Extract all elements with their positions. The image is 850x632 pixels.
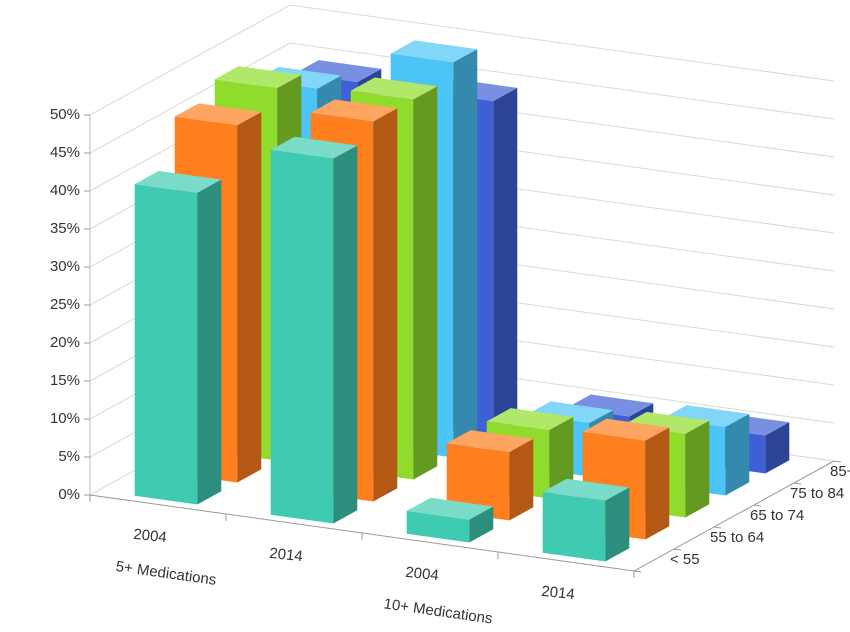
y-tick-label: 0%: [58, 486, 80, 503]
bar-top: [134, 170, 222, 193]
bar-side: [509, 438, 534, 521]
depth-tick: [793, 482, 802, 485]
depth-label: 55 to 64: [710, 529, 764, 546]
bar-front: [406, 510, 470, 543]
bar-side: [413, 86, 438, 480]
depth-tick: [833, 460, 842, 463]
depth-tick: [753, 504, 762, 507]
bar-top: [214, 66, 302, 89]
y-tick-label: 50%: [50, 106, 80, 123]
bar-top: [582, 418, 670, 441]
y-tick-label: 25%: [50, 296, 80, 313]
bar-side: [605, 487, 630, 562]
bar-top: [526, 401, 614, 424]
x-tick-label: 2014: [541, 583, 576, 603]
y-tick-label: 35%: [50, 220, 80, 237]
depth-label: 85+: [830, 463, 850, 480]
x-tick-label: 2004: [405, 564, 440, 584]
bar-top: [270, 136, 358, 159]
bar-top: [174, 103, 262, 126]
depth-tick: [713, 526, 722, 529]
depth-axis: [633, 460, 835, 572]
depth-tick: [633, 570, 642, 573]
bar-side: [237, 112, 262, 483]
depth-tick: [673, 548, 682, 551]
bar-top: [390, 40, 478, 63]
x-tick-label: 2014: [269, 545, 304, 565]
x-group-label: 10+ Medications: [383, 595, 494, 627]
y-tick-label: 5%: [58, 448, 80, 465]
bar-top: [406, 497, 494, 520]
bar: [406, 497, 494, 543]
bar-front: [542, 491, 606, 562]
bar-side: [493, 87, 518, 436]
bar-front: [134, 184, 198, 505]
bar-side: [453, 49, 478, 458]
bar-side: [469, 506, 494, 543]
bar-top: [566, 394, 654, 417]
depth-label: 65 to 74: [750, 507, 804, 524]
bar-front: [446, 443, 510, 521]
bar-top: [486, 408, 574, 431]
bar-side: [333, 145, 358, 524]
bar-front: [270, 149, 334, 524]
y-tick-label: 20%: [50, 334, 80, 351]
y-tick-label: 10%: [50, 410, 80, 427]
bar-side: [549, 416, 574, 499]
y-tick-label: 45%: [50, 144, 80, 161]
bar-top: [622, 411, 710, 434]
bar-side: [645, 427, 670, 540]
y-tick-label: 40%: [50, 182, 80, 199]
bar-top: [446, 430, 534, 453]
bar-side: [685, 420, 710, 518]
bar-side: [725, 413, 750, 496]
bar-top: [350, 77, 438, 100]
bar-side: [765, 422, 790, 474]
bar: [542, 478, 630, 562]
bar: [134, 170, 222, 505]
bar-side: [197, 179, 222, 505]
bar: [446, 430, 534, 521]
bar-top: [542, 478, 630, 501]
depth-label: 75 to 84: [790, 485, 844, 502]
y-tick-label: 15%: [50, 372, 80, 389]
bar-top: [294, 60, 382, 83]
x-group-label: 5+ Medications: [115, 558, 218, 589]
bar-side: [373, 108, 398, 502]
bar-top: [662, 405, 750, 428]
grid-line: [89, 42, 835, 154]
bar-top: [310, 99, 398, 122]
depth-label: < 55: [670, 551, 700, 568]
y-tick-label: 30%: [50, 258, 80, 275]
x-tick-label: 2004: [133, 526, 168, 546]
grid-line: [89, 4, 835, 116]
bar: [270, 136, 358, 524]
